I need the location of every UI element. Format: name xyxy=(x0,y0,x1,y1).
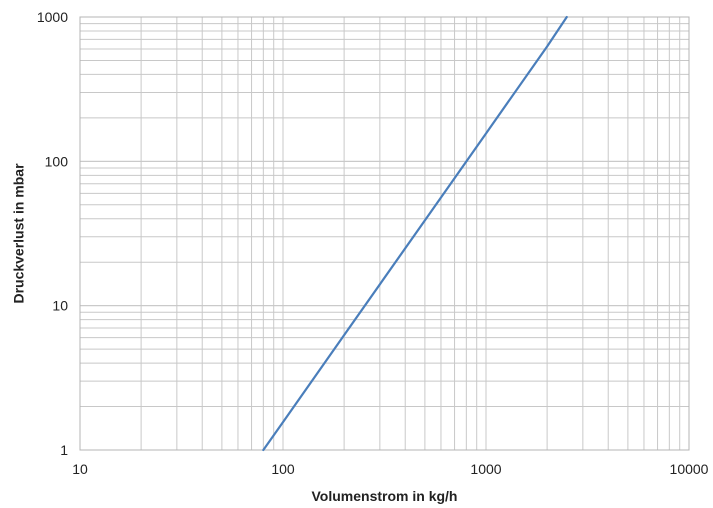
x-tick-label: 100 xyxy=(271,461,295,477)
y-tick-label: 1000 xyxy=(37,9,68,25)
y-tick-label: 10 xyxy=(52,298,68,314)
x-axis-title: Volumenstrom in kg/h xyxy=(312,488,458,504)
grid xyxy=(80,16,690,450)
y-tick-label: 1 xyxy=(60,442,68,458)
x-axis-ticks: 10 100 1000 10000 xyxy=(72,461,708,477)
series-layer xyxy=(262,15,568,452)
x-tick-label: 1000 xyxy=(470,461,501,477)
plot-frame xyxy=(79,16,690,451)
x-tick-label: 10 xyxy=(72,461,88,477)
y-tick-label: 100 xyxy=(45,153,69,169)
series-line xyxy=(262,15,568,452)
y-axis-ticks: 1 10 100 1000 xyxy=(37,9,68,458)
x-tick-label: 10000 xyxy=(670,461,709,477)
y-axis-title: Druckverlust in mbar xyxy=(11,163,27,304)
